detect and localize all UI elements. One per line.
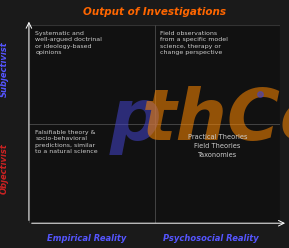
Text: Systematic and
well-argued doctrinal
or ideology-based
opinions: Systematic and well-argued doctrinal or … xyxy=(35,31,102,55)
Text: Field observations
from a specific model
science, therapy or
change perspective: Field observations from a specific model… xyxy=(160,31,227,55)
Text: thCei: thCei xyxy=(142,86,289,155)
Text: Practical Theories
Field Theories
Taxonomies: Practical Theories Field Theories Taxono… xyxy=(188,134,247,158)
Text: p: p xyxy=(109,86,161,155)
Text: Subjectivist: Subjectivist xyxy=(0,42,9,97)
Text: Objectivist: Objectivist xyxy=(0,143,9,194)
Text: Empirical Reality: Empirical Reality xyxy=(47,234,126,243)
Text: Falsifiable theory &
socio-behavioral
predictions, similar
to a natural science: Falsifiable theory & socio-behavioral pr… xyxy=(35,130,98,154)
Text: Psychosocial Reality: Psychosocial Reality xyxy=(163,234,259,243)
Text: Output of Investigations: Output of Investigations xyxy=(83,7,226,17)
